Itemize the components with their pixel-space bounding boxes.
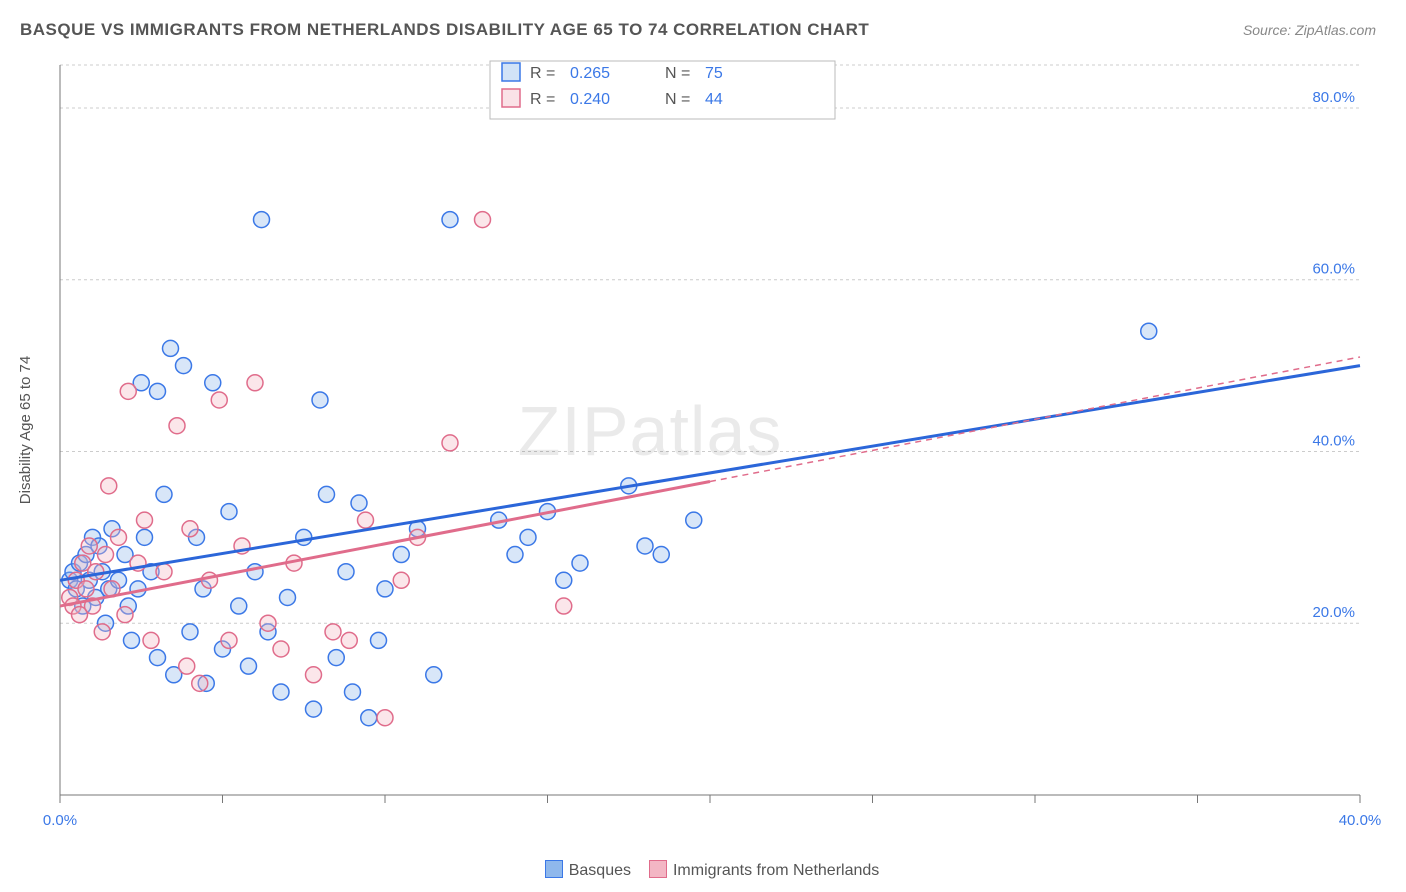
svg-text:Disability Age 65 to 74: Disability Age 65 to 74	[17, 356, 34, 504]
svg-text:N =: N =	[665, 91, 690, 108]
svg-text:N =: N =	[665, 65, 690, 82]
scatter-plot: 20.0%40.0%60.0%80.0%0.0%40.0%Disability …	[50, 55, 1380, 835]
svg-text:ZIPatlas: ZIPatlas	[518, 392, 783, 470]
chart-title: BASQUE VS IMMIGRANTS FROM NETHERLANDS DI…	[20, 20, 869, 40]
svg-text:20.0%: 20.0%	[1312, 604, 1355, 621]
svg-text:44: 44	[705, 91, 723, 108]
svg-text:R =: R =	[530, 65, 555, 82]
source-attribution: Source: ZipAtlas.com	[1243, 22, 1376, 38]
svg-text:80.0%: 80.0%	[1312, 89, 1355, 106]
legend-swatch	[649, 860, 667, 878]
svg-text:40.0%: 40.0%	[1339, 812, 1382, 829]
svg-text:R =: R =	[530, 91, 555, 108]
svg-text:0.265: 0.265	[570, 65, 610, 82]
svg-text:75: 75	[705, 65, 723, 82]
svg-text:60.0%: 60.0%	[1312, 261, 1355, 278]
svg-text:40.0%: 40.0%	[1312, 432, 1355, 449]
plot-svg: 20.0%40.0%60.0%80.0%0.0%40.0%Disability …	[50, 55, 1380, 835]
legend-swatch	[545, 860, 563, 878]
legend-label: Immigrants from Netherlands	[673, 862, 879, 879]
svg-text:0.240: 0.240	[570, 91, 610, 108]
bottom-legend: Basques Immigrants from Netherlands	[0, 860, 1406, 880]
svg-text:0.0%: 0.0%	[43, 812, 77, 829]
legend-label: Basques	[569, 862, 631, 879]
